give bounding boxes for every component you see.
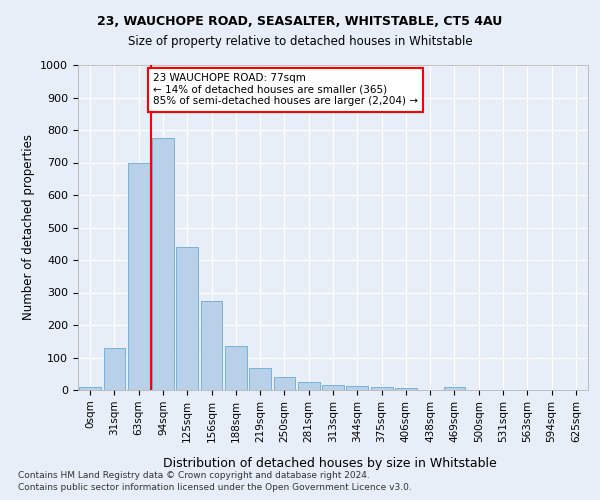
Bar: [104, 348, 125, 390]
Text: Distribution of detached houses by size in Whitstable: Distribution of detached houses by size …: [163, 458, 497, 470]
Bar: [274, 377, 295, 390]
Text: Size of property relative to detached houses in Whitstable: Size of property relative to detached ho…: [128, 35, 472, 48]
Bar: [443, 387, 466, 390]
Bar: [152, 138, 174, 390]
Bar: [371, 387, 392, 390]
Text: 23 WAUCHOPE ROAD: 77sqm
← 14% of detached houses are smaller (365)
85% of semi-d: 23 WAUCHOPE ROAD: 77sqm ← 14% of detache…: [153, 73, 418, 106]
Text: Contains HM Land Registry data © Crown copyright and database right 2024.: Contains HM Land Registry data © Crown c…: [18, 471, 370, 480]
Bar: [79, 388, 101, 390]
Bar: [346, 386, 368, 390]
Bar: [225, 346, 247, 390]
Bar: [322, 385, 344, 390]
Y-axis label: Number of detached properties: Number of detached properties: [22, 134, 35, 320]
Text: 23, WAUCHOPE ROAD, SEASALTER, WHITSTABLE, CT5 4AU: 23, WAUCHOPE ROAD, SEASALTER, WHITSTABLE…: [97, 15, 503, 28]
Bar: [298, 382, 320, 390]
Text: Contains public sector information licensed under the Open Government Licence v3: Contains public sector information licen…: [18, 484, 412, 492]
Bar: [128, 162, 149, 390]
Bar: [176, 247, 198, 390]
Bar: [395, 388, 417, 390]
Bar: [200, 300, 223, 390]
Bar: [249, 368, 271, 390]
